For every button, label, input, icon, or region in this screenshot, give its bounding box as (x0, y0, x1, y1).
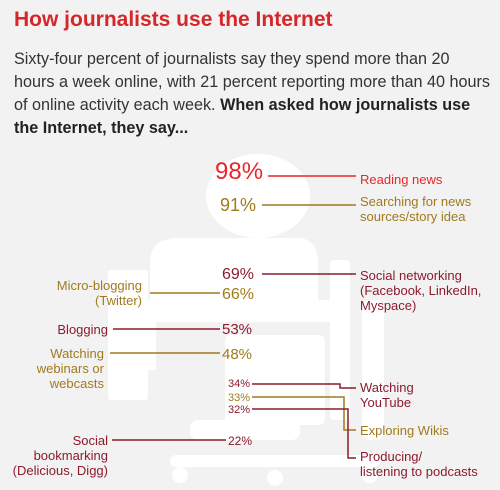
connector-line (252, 383, 356, 389)
silhouette-illustration (108, 154, 384, 486)
category-label: Searching for news sources/story idea (360, 194, 472, 224)
value-label: 91% (220, 195, 256, 215)
category-label: Exploring Wikis (360, 423, 449, 438)
intro-paragraph: Sixty-four percent of journalists say th… (14, 48, 490, 140)
category-label: Watching YouTube (360, 380, 414, 410)
page-title: How journalists use the Internet (14, 8, 333, 31)
category-label: Blogging (57, 322, 108, 337)
value-label: 69% (222, 266, 254, 283)
value-label: 22% (228, 434, 252, 448)
category-label: Social bookmarking (Delicious, Digg) (13, 433, 108, 478)
category-label: Producing/listening to podcasts (360, 449, 478, 479)
intro-text: Sixty-four percent of journalists say th… (14, 50, 491, 114)
value-label: 32% (228, 404, 250, 416)
value-label: 66% (222, 286, 254, 303)
intro-bold-text: When asked how journalists use the Inter… (14, 96, 471, 137)
category-label: Social networking (Facebook, LinkedIn, Mys… (360, 268, 481, 313)
chart-annotations: 98% Reading news 91% Searching for news sour… (13, 158, 482, 479)
value-label: 33% (228, 392, 250, 404)
value-label: 48% (222, 346, 252, 363)
value-label: 53% (222, 321, 252, 338)
value-label: 98% (215, 158, 263, 185)
connector-line (252, 396, 356, 431)
category-label: Reading news (360, 172, 443, 187)
value-label: 34% (228, 378, 250, 390)
connector-line (252, 408, 356, 459)
category-label: Watching webinars or webcasts (36, 346, 105, 391)
category-label: Micro-blogging (Twitter) (57, 278, 142, 308)
